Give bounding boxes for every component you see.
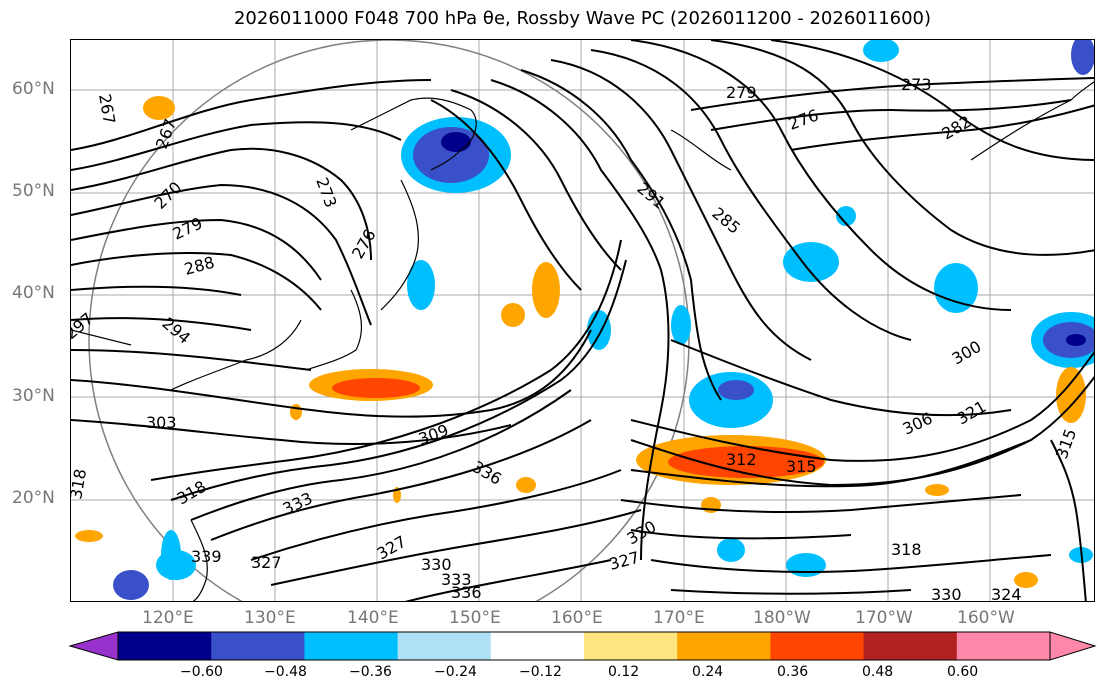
colorbar-tick: −0.12 (519, 664, 562, 680)
map-svg: 267 267 270 273 276 279 279 276 273 282 … (71, 40, 1094, 602)
colorbar-tick: 0.48 (862, 664, 894, 680)
contour-label: 312 (726, 450, 757, 469)
colorbar-segment (956, 632, 1051, 660)
colorbar-segment (584, 632, 678, 660)
colorbar-segment (863, 632, 958, 660)
colorbar-extend-high (1049, 631, 1097, 661)
lon-label-170e: 170°E (653, 608, 705, 628)
colorbar-tick: −0.24 (434, 664, 477, 680)
colorbar-tick: −0.48 (264, 664, 307, 680)
lon-label-160w: 160°W (957, 608, 1015, 628)
contour-label: 318 (891, 540, 922, 559)
reference-circle (88, 40, 690, 601)
map-plot-area: 267 267 270 273 276 279 279 276 273 282 … (70, 39, 1095, 602)
lat-label-60n: 60°N (12, 79, 55, 99)
contour-label: 315 (786, 457, 817, 476)
colorbar-tick: 0.12 (608, 664, 640, 680)
colorbar-tick: 0.60 (947, 664, 979, 680)
colorbar-segment (770, 632, 865, 660)
coastlines (71, 80, 1094, 601)
lat-label-20n: 20°N (12, 488, 55, 508)
theta-e-contours (71, 40, 1094, 601)
contour-label: 273 (901, 75, 932, 94)
colorbar-segments (117, 631, 1051, 661)
colorbar-tick: 0.36 (777, 664, 809, 680)
colorbar-segment (304, 632, 399, 660)
contour-label: 318 (71, 467, 90, 500)
lat-label-30n: 30°N (12, 386, 55, 406)
contour-label: 330 (421, 555, 452, 574)
contour-label: 333 (441, 570, 472, 589)
colorbar-segment (677, 632, 771, 660)
lat-label-40n: 40°N (12, 283, 55, 303)
map-title: 2026011000 F048 700 hPa θe, Rossby Wave … (233, 8, 932, 29)
colorbar-tick: −0.60 (180, 664, 223, 680)
contour-label: 327 (251, 553, 282, 572)
contour-label: 279 (726, 83, 757, 102)
graticule (71, 40, 1094, 601)
colorbar-segment (211, 632, 305, 660)
contour-label: 339 (191, 547, 222, 566)
colorbar-segment (397, 632, 492, 660)
colorbar-extend-low (68, 631, 119, 661)
lon-label-140e: 140°E (347, 608, 399, 628)
lat-label-50n: 50°N (12, 181, 55, 201)
lon-label-130e: 130°E (244, 608, 296, 628)
colorbar-tick: −0.36 (349, 664, 392, 680)
colorbar-tick: 0.24 (692, 664, 724, 680)
contour-label: 324 (991, 585, 1022, 602)
lon-label-160e: 160°E (551, 608, 603, 628)
contour-label: 303 (146, 413, 177, 432)
colorbar-segment (490, 632, 585, 660)
lon-label-180w: 180°W (753, 608, 811, 628)
colorbar-segment (118, 632, 212, 660)
lon-label-120e: 120°E (142, 608, 194, 628)
lon-label-150e: 150°E (449, 608, 501, 628)
lon-label-170w: 170°W (855, 608, 913, 628)
contour-label: 336 (451, 583, 482, 602)
contour-label: 330 (931, 585, 962, 602)
